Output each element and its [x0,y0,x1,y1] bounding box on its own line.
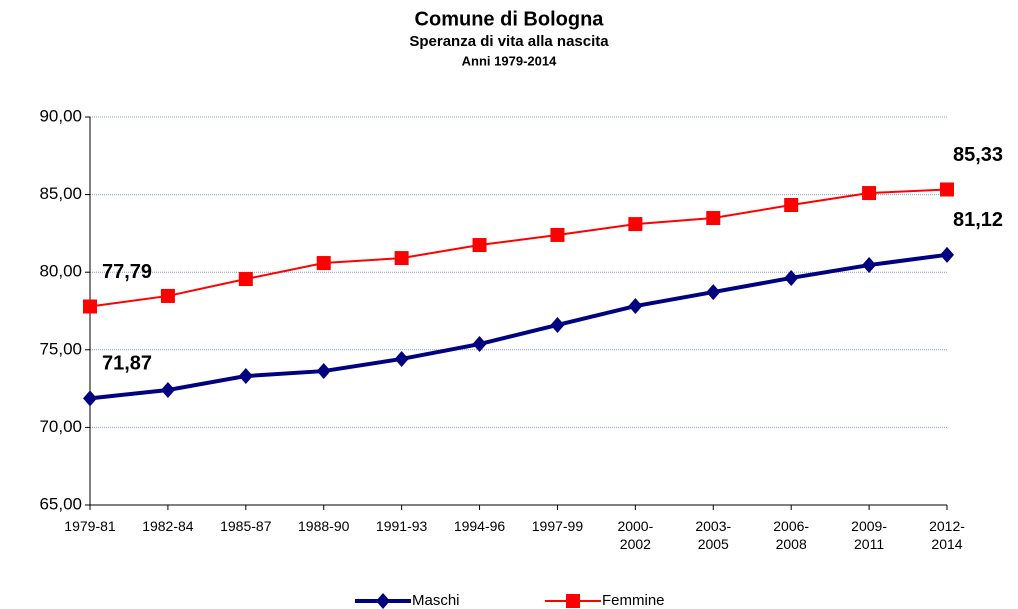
x-tick-label: 2009-2011 [851,518,887,552]
x-tick-label: 2000-2002 [617,518,654,552]
data-point [862,257,877,274]
x-tick-label: 2003-2005 [695,518,732,552]
chart-title: Comune di Bologna [415,8,605,30]
x-tick-label: 1997-99 [531,518,584,534]
series-line [89,188,948,308]
x-tick-label: 1982-84 [142,518,194,534]
data-point [862,186,877,201]
data-point [706,211,721,226]
y-tick-label: 85,00 [39,184,82,203]
x-tick-label: 1988-90 [298,518,350,534]
y-tick-label: 75,00 [39,339,82,358]
series-line [89,252,948,401]
data-point [706,284,721,301]
y-tick-label: 80,00 [39,262,82,281]
x-tick-label: 1991-93 [375,518,428,534]
data-point [472,336,487,353]
x-tick-label: 1994-96 [453,518,506,534]
data-point [394,350,409,367]
y-tick-label: 70,00 [39,417,82,436]
data-point [550,316,565,333]
y-tick-label: 90,00 [39,106,82,125]
data-point [160,288,175,303]
data-label: 85,33 [953,144,1003,166]
data-point [784,197,799,212]
data-point [238,368,253,385]
data-point [472,238,487,253]
data-point [238,272,253,287]
data-point [628,298,643,315]
data-point [316,363,331,380]
data-point [628,217,643,232]
data-point [940,182,954,197]
legend-marker [566,594,580,608]
y-tick-label: 65,00 [39,494,82,513]
data-point [83,299,97,314]
legend-label: Maschi [412,592,460,609]
data-point [550,227,565,242]
data-label: 71,87 [102,353,152,375]
data-point [316,256,331,271]
x-tick-label: 2006-2008 [773,518,810,552]
data-point [394,251,409,266]
data-point [784,269,799,286]
legend-label: Femmine [602,592,665,609]
data-point [940,246,954,263]
chart-subtitle: Anni 1979-2014 [462,53,557,68]
x-tick-label: 1985-87 [220,518,272,534]
data-point [83,390,97,407]
x-tick-label: 2012-2014 [929,518,965,552]
chart-subtitle: Speranza di vita alla nascita [409,33,609,50]
data-label: 81,12 [953,209,1003,231]
data-point [160,381,175,398]
x-tick-label: 1979-81 [64,518,116,534]
data-label: 77,79 [102,261,152,283]
legend-marker [376,593,390,609]
